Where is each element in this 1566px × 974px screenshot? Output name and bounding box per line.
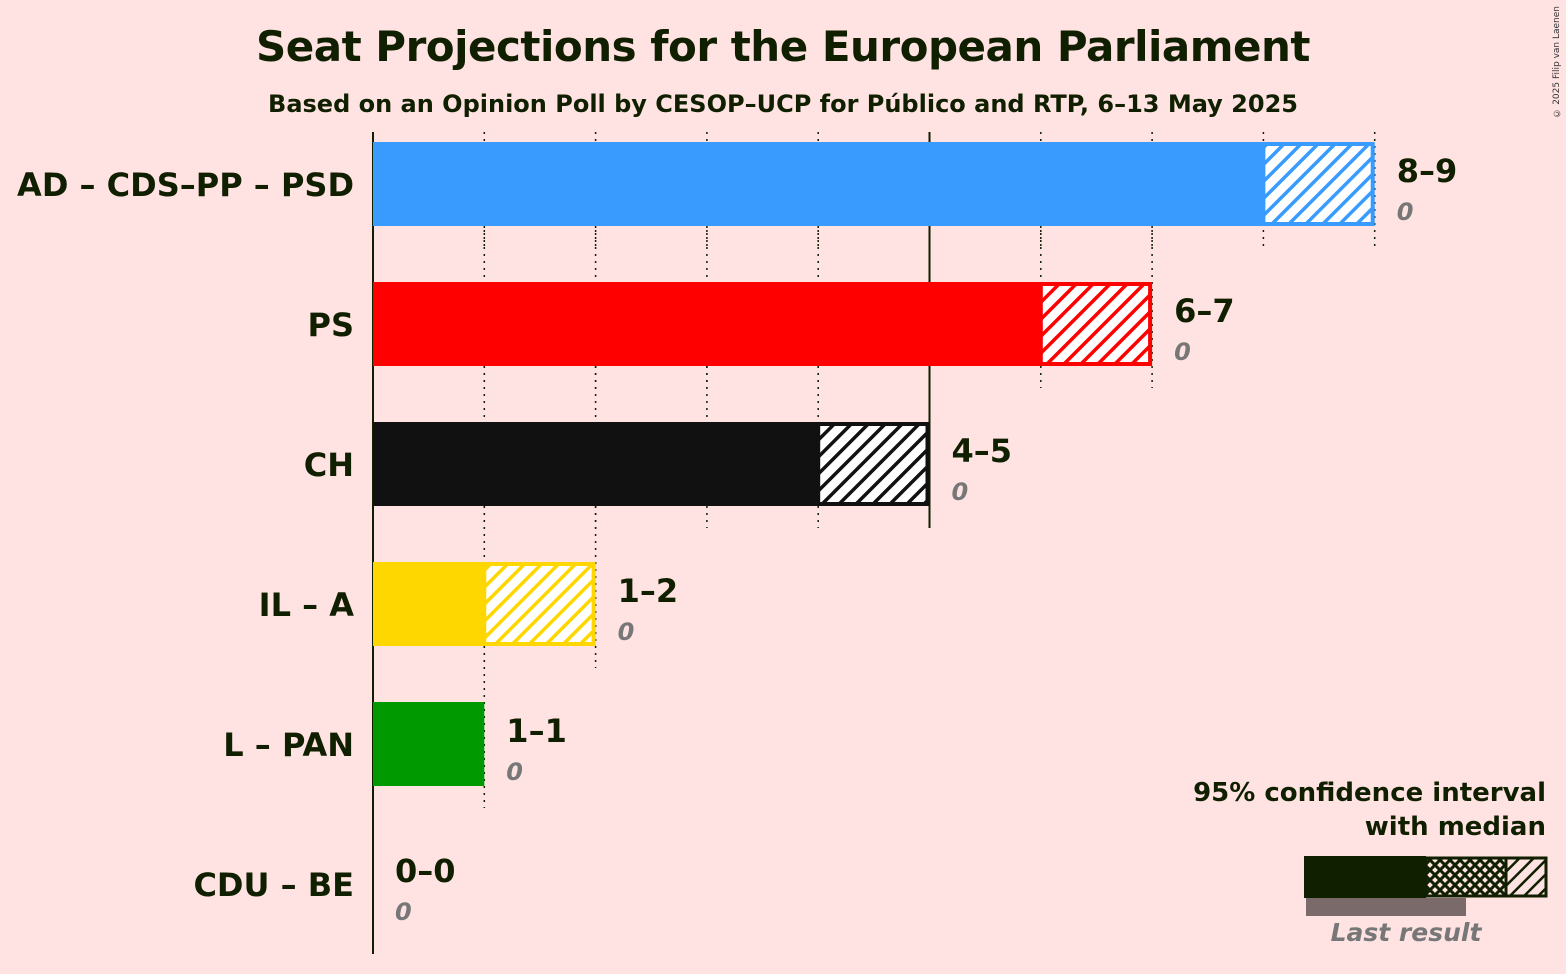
labels: AD – CDS–PP – PSD 8–9 0 PS 6–7 0 CH 4–5 0 IL – A 1… — [17, 152, 1457, 926]
last-result-label: 0 — [1174, 338, 1191, 366]
bar-confidence-interval — [1261, 142, 1375, 226]
legend-ci-upper — [1504, 856, 1548, 898]
bar-confidence-interval — [482, 562, 596, 646]
bar-median — [373, 562, 485, 646]
range-label: 1–2 — [618, 572, 679, 610]
last-result-label: 0 — [618, 618, 635, 646]
legend-title-line1: 95% confidence interval — [1193, 778, 1546, 808]
bar-median — [373, 282, 1041, 366]
chart-title: Seat Projections for the European Parlia… — [256, 22, 1310, 71]
range-label: 0–0 — [395, 852, 456, 890]
legend-last-result-bar — [1306, 898, 1466, 916]
range-label: 8–9 — [1397, 152, 1458, 190]
bars — [373, 142, 1375, 786]
bar-median — [373, 702, 485, 786]
last-result-label: 0 — [395, 898, 412, 926]
legend-last-result-label: Last result — [1330, 918, 1482, 947]
party-label: AD – CDS–PP – PSD — [17, 166, 354, 204]
grid-lines — [372, 132, 1376, 954]
legend-median-bar — [1304, 856, 1426, 898]
party-label: CDU – BE — [193, 866, 354, 904]
range-label: 4–5 — [952, 432, 1013, 470]
party-label: PS — [308, 306, 355, 344]
party-label: CH — [304, 446, 354, 484]
last-result-label: 0 — [1397, 198, 1414, 226]
chart-subtitle: Based on an Opinion Poll by CESOP–UCP fo… — [268, 90, 1298, 118]
party-label: L – PAN — [223, 726, 354, 764]
range-label: 6–7 — [1174, 292, 1235, 330]
last-result-label: 0 — [952, 478, 969, 506]
bar-confidence-interval — [1038, 282, 1153, 366]
last-result-label: 0 — [506, 758, 523, 786]
bar-confidence-interval — [816, 422, 930, 506]
legend-title-line2: with median — [1364, 812, 1546, 842]
bar-median — [373, 142, 1264, 226]
legend-graphic — [1304, 856, 1548, 916]
party-label: IL – A — [259, 586, 355, 624]
bar-median — [373, 422, 819, 506]
legend-ci-lower — [1424, 856, 1508, 898]
range-label: 1–1 — [506, 712, 567, 750]
